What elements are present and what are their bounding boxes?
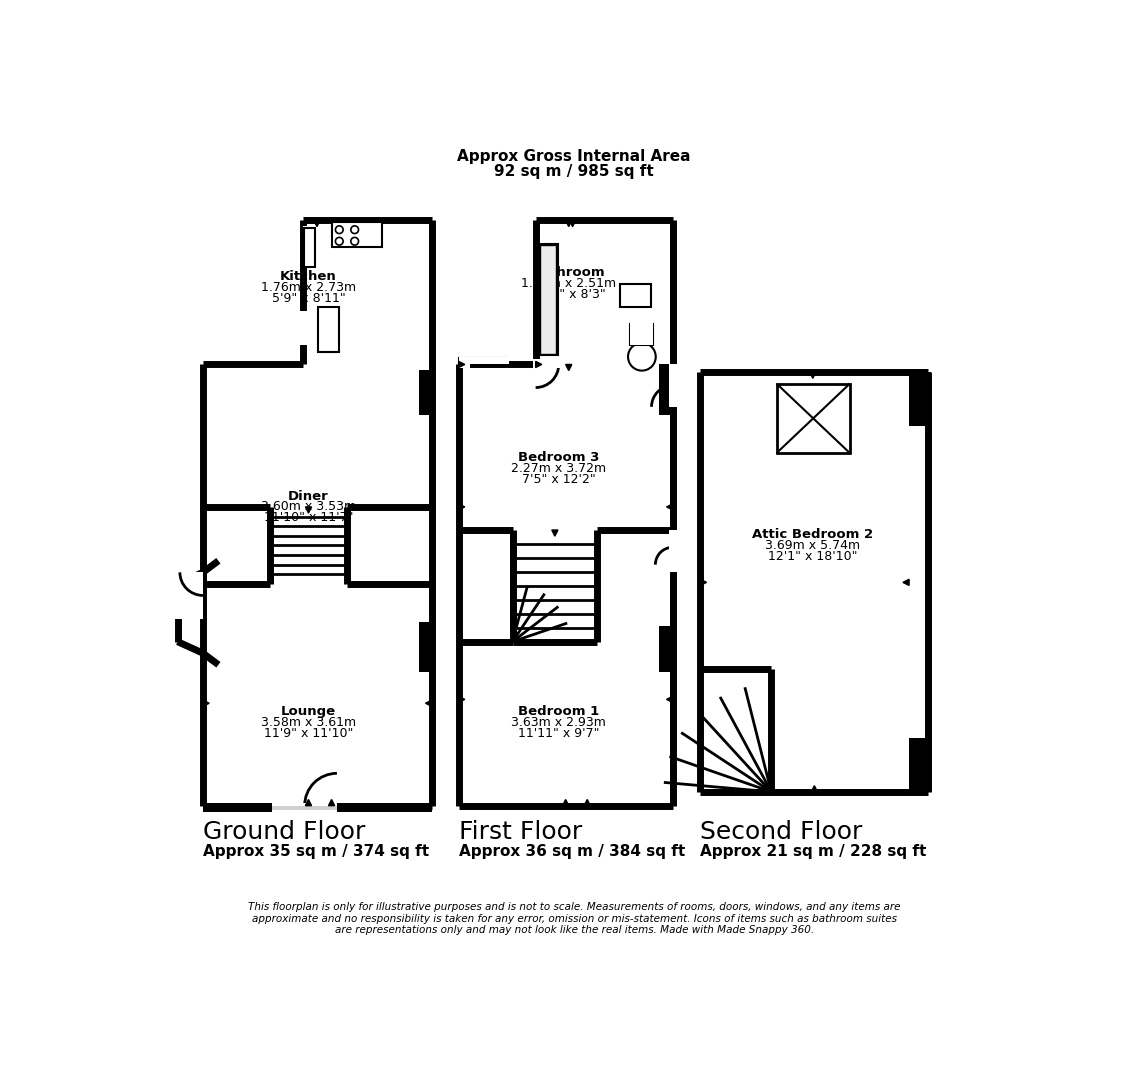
Bar	[318, 308, 339, 352]
Polygon shape	[902, 579, 909, 585]
Text: 7'5" x 12'2": 7'5" x 12'2"	[522, 473, 595, 486]
Bar	[909, 738, 930, 792]
Bar	[669, 364, 678, 407]
Polygon shape	[458, 362, 465, 367]
Polygon shape	[566, 364, 572, 370]
Bar	[669, 530, 678, 572]
Bar	[418, 369, 434, 415]
Bar	[539, 244, 558, 355]
Polygon shape	[563, 799, 568, 806]
Bar	[777, 383, 850, 453]
Text: Bedroom 3: Bedroom 3	[518, 451, 600, 464]
Polygon shape	[566, 220, 572, 227]
Polygon shape	[458, 697, 465, 702]
Text: 3.63m x 2.93m: 3.63m x 2.93m	[511, 716, 606, 729]
Polygon shape	[569, 220, 576, 227]
Polygon shape	[667, 503, 673, 510]
Text: 5'11" x 8'3": 5'11" x 8'3"	[531, 288, 605, 301]
Text: Attic Bedroom 2: Attic Bedroom 2	[752, 528, 873, 541]
Polygon shape	[458, 503, 465, 510]
Bar	[272, 802, 337, 812]
Bar	[532, 359, 586, 368]
Bar	[458, 356, 509, 364]
Text: Second Floor: Second Floor	[701, 820, 863, 843]
Text: 11'9" x 11'10": 11'9" x 11'10"	[263, 727, 353, 740]
Text: 11'11" x 9'7": 11'11" x 9'7"	[518, 727, 600, 740]
Text: This floorplan is only for illustrative purposes and is not to scale. Measuremen: This floorplan is only for illustrative …	[248, 902, 900, 935]
Text: 11'10" x 11'7": 11'10" x 11'7"	[263, 511, 353, 524]
Text: 2.27m x 3.72m: 2.27m x 3.72m	[511, 462, 606, 475]
Text: First Floor: First Floor	[458, 820, 582, 843]
Polygon shape	[426, 392, 432, 399]
Polygon shape	[701, 579, 706, 585]
Text: Kitchen: Kitchen	[280, 270, 336, 283]
Text: 1.76m x 2.73m: 1.76m x 2.73m	[261, 281, 356, 294]
Polygon shape	[584, 799, 591, 806]
Bar	[332, 222, 381, 246]
Bar	[630, 324, 654, 346]
Text: Approx 36 sq m / 384 sq ft: Approx 36 sq m / 384 sq ft	[458, 845, 685, 860]
Bar	[304, 228, 315, 267]
Text: 92 sq m / 985 sq ft: 92 sq m / 985 sq ft	[494, 164, 654, 178]
Bar	[143, 572, 203, 619]
Text: Bathroom: Bathroom	[532, 267, 605, 280]
Bar	[659, 626, 676, 673]
Bar	[659, 364, 676, 415]
Polygon shape	[809, 373, 816, 378]
Polygon shape	[812, 785, 817, 792]
Bar	[299, 311, 308, 346]
Bar	[620, 284, 651, 307]
Bar	[460, 357, 506, 363]
Text: 3.60m x 3.53m: 3.60m x 3.53m	[261, 500, 356, 513]
Bar	[203, 802, 272, 812]
Polygon shape	[314, 220, 319, 227]
Text: Ground Floor: Ground Floor	[203, 820, 365, 843]
Bar	[317, 307, 340, 353]
Bar	[272, 806, 337, 810]
Text: Approx Gross Internal Area: Approx Gross Internal Area	[457, 149, 691, 164]
Bar	[303, 226, 317, 268]
Bar	[458, 364, 470, 368]
Text: 12'1" x 18'10": 12'1" x 18'10"	[768, 550, 858, 563]
Polygon shape	[203, 700, 210, 706]
Bar	[337, 802, 432, 812]
Bar	[909, 373, 930, 426]
Text: 1.81m x 2.51m: 1.81m x 2.51m	[521, 278, 617, 291]
Polygon shape	[552, 530, 558, 536]
Polygon shape	[305, 507, 312, 513]
Text: Diner: Diner	[288, 489, 328, 502]
Text: Lounge: Lounge	[281, 705, 336, 718]
Text: 3.69m x 5.74m: 3.69m x 5.74m	[766, 539, 861, 552]
Text: Bedroom 1: Bedroom 1	[518, 705, 600, 718]
Text: 5'9" x 8'11": 5'9" x 8'11"	[271, 292, 345, 305]
Text: 3.58m x 3.61m: 3.58m x 3.61m	[261, 716, 356, 729]
Polygon shape	[536, 362, 541, 367]
Polygon shape	[305, 799, 312, 806]
Bar	[418, 622, 434, 673]
Polygon shape	[426, 700, 432, 706]
Text: Approx 21 sq m / 228 sq ft: Approx 21 sq m / 228 sq ft	[701, 845, 927, 860]
Text: Approx 35 sq m / 374 sq ft: Approx 35 sq m / 374 sq ft	[203, 845, 429, 860]
Bar	[540, 245, 556, 353]
Polygon shape	[328, 799, 335, 806]
Polygon shape	[667, 697, 673, 702]
Bar	[630, 322, 654, 346]
